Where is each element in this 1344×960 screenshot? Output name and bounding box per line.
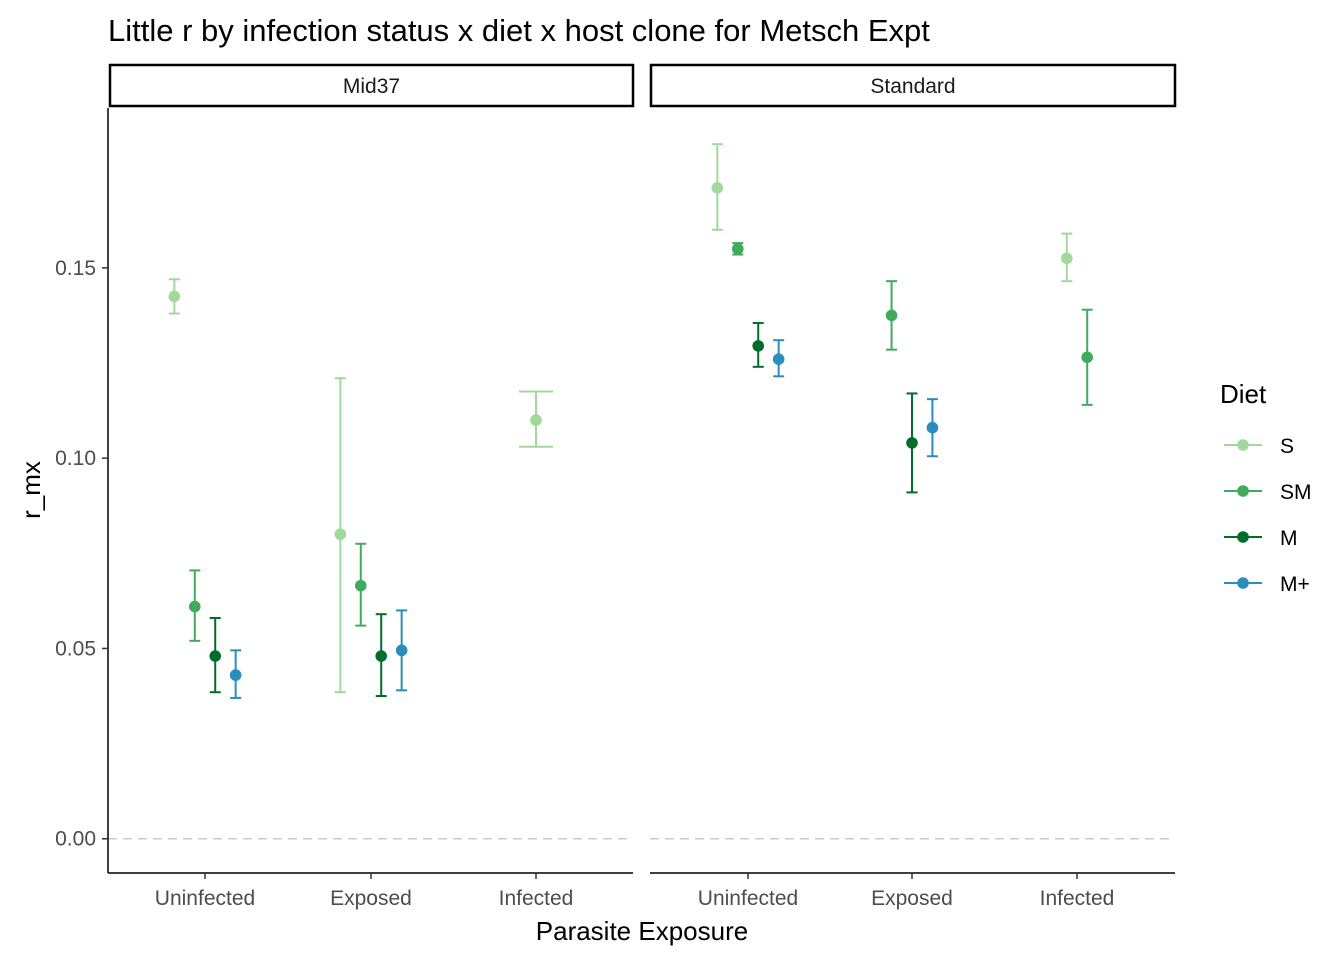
legend-label: M xyxy=(1280,527,1298,550)
strip-label-standard: Standard xyxy=(870,75,955,98)
legend-label: S xyxy=(1280,435,1294,458)
x-tick-label: Infected xyxy=(1040,887,1115,910)
point-marker xyxy=(1060,252,1073,265)
panel-standard: Standard Uninfected Exposed Infected xyxy=(649,63,1177,910)
data-point-standard-uninfected-m xyxy=(752,322,765,368)
data-point-mid37-exposed-mplus xyxy=(395,609,408,692)
data-point-mid37-uninfected-m xyxy=(209,617,222,694)
point-marker xyxy=(926,421,939,434)
legend-key-marker xyxy=(1237,531,1249,543)
legend: Diet S SM M M+ xyxy=(1220,379,1312,596)
point-marker xyxy=(772,353,785,365)
y-tick-label: 0.10 xyxy=(55,447,96,470)
data-point-standard-infected-sm xyxy=(1081,308,1094,406)
point-marker xyxy=(334,528,347,541)
legend-item-sm: SM xyxy=(1224,481,1312,504)
y-axis-title: r_mx xyxy=(16,461,46,519)
point-marker xyxy=(731,243,744,255)
legend-title: Diet xyxy=(1220,379,1267,409)
data-point-mid37-uninfected-sm xyxy=(188,569,201,642)
data-point-mid37-exposed-s xyxy=(334,377,347,694)
y-tick-label: 0.00 xyxy=(55,828,96,851)
legend-key-marker xyxy=(1237,577,1249,589)
y-axis: 0.00 0.05 0.10 0.15 xyxy=(55,257,108,851)
point-marker xyxy=(885,309,898,322)
point-marker xyxy=(188,600,201,613)
point-marker xyxy=(530,414,542,426)
x-tick-label: Infected xyxy=(499,887,574,910)
legend-item-m: M xyxy=(1224,527,1298,550)
point-marker xyxy=(229,669,242,681)
point-marker xyxy=(906,437,918,449)
data-point-mid37-exposed-sm xyxy=(354,542,367,627)
y-tick-label: 0.05 xyxy=(55,637,96,660)
data-point-mid37-uninfected-mplus xyxy=(229,649,242,699)
data-point-mid37-exposed-m xyxy=(375,613,388,698)
data-point-standard-exposed-m xyxy=(906,392,918,494)
data-point-standard-uninfected-s xyxy=(711,143,724,231)
data-point-standard-exposed-mplus xyxy=(926,398,939,458)
data-point-standard-infected-s xyxy=(1060,232,1073,283)
x-tick-label: Exposed xyxy=(330,887,412,910)
panel-mid37: Mid37 Uninfected Exposed Infected xyxy=(107,63,635,910)
legend-label: M+ xyxy=(1280,573,1310,596)
point-marker xyxy=(354,579,367,592)
strip-mid37 xyxy=(108,63,635,108)
point-marker xyxy=(1081,351,1094,364)
x-axis-title: Parasite Exposure xyxy=(536,916,748,946)
strip-label-mid37: Mid37 xyxy=(343,75,400,98)
point-marker xyxy=(168,290,181,303)
chart-title: Little r by infection status x diet x ho… xyxy=(108,13,930,48)
point-marker xyxy=(395,644,408,657)
legend-key-marker xyxy=(1237,485,1249,497)
legend-key-marker xyxy=(1237,439,1249,451)
y-tick-label: 0.15 xyxy=(55,257,96,280)
x-tick-label: Exposed xyxy=(871,887,953,910)
point-marker xyxy=(752,340,765,352)
point-marker xyxy=(209,650,222,662)
data-point-mid37-infected-s xyxy=(519,390,553,448)
x-tick-label: Uninfected xyxy=(155,887,255,910)
data-point-standard-exposed-sm xyxy=(885,280,898,351)
data-point-standard-uninfected-mplus xyxy=(772,339,785,378)
point-marker xyxy=(711,182,724,194)
legend-item-mplus: M+ xyxy=(1224,573,1310,596)
x-tick-label: Uninfected xyxy=(698,887,798,910)
legend-label: SM xyxy=(1280,481,1312,504)
data-point-standard-uninfected-sm xyxy=(731,242,744,256)
legend-item-s: S xyxy=(1224,435,1294,458)
point-marker xyxy=(375,650,388,662)
strip-standard xyxy=(649,63,1177,108)
data-point-mid37-uninfected-s xyxy=(168,278,181,315)
